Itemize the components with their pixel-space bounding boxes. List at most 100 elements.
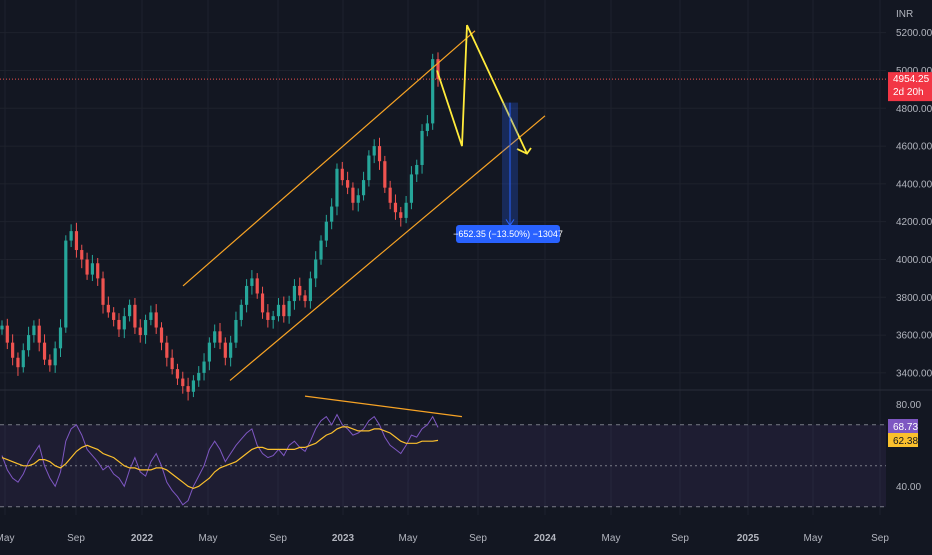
- rsi-tick-label: 40.00: [896, 482, 921, 493]
- candle-body: [213, 331, 217, 343]
- x-tick-label: 2024: [534, 533, 557, 544]
- candle-body: [292, 285, 297, 302]
- candle-body: [388, 187, 392, 203]
- x-tick-label: Sep: [871, 533, 889, 544]
- x-tick-label: May: [399, 533, 418, 544]
- x-tick-label: 2022: [131, 533, 154, 544]
- candle-body: [5, 325, 9, 343]
- candle-body: [298, 285, 302, 296]
- candle-body: [128, 304, 132, 317]
- x-tick-label: May: [0, 533, 14, 544]
- candle-body: [32, 325, 36, 336]
- candle-body: [404, 202, 408, 218]
- rsi-divergence-line: [304, 395, 463, 418]
- rsi-tick-label: 80.00: [896, 400, 921, 411]
- candle-body: [282, 304, 286, 317]
- candle-body: [314, 259, 318, 279]
- candle-body: [154, 312, 158, 328]
- projection-path: [436, 24, 528, 155]
- candle-body: [367, 155, 371, 181]
- last-price-tag-bg: [888, 72, 932, 102]
- rsi-tags: 68.73 62.38: [888, 419, 918, 447]
- y-tick-label: 5200.00: [896, 28, 932, 39]
- candle-body: [133, 304, 137, 328]
- rsi-ma-tag: 62.38: [893, 436, 918, 447]
- candle-body: [377, 146, 382, 162]
- candle-body: [425, 123, 429, 131]
- candle-body: [250, 278, 254, 286]
- candle-body: [42, 342, 47, 360]
- channel-lower: [229, 115, 546, 381]
- y-tick-label: 4400.00: [896, 179, 932, 190]
- candle-body: [287, 301, 291, 317]
- x-tick-label: May: [199, 533, 218, 544]
- candle-body: [159, 327, 164, 343]
- rsi-ma-tag-bg: [888, 433, 918, 447]
- candle-body: [361, 180, 366, 196]
- last-price-tag: 4954.25 2d 20h: [888, 72, 932, 102]
- candle-body: [80, 250, 84, 260]
- candle-body: [229, 342, 233, 358]
- y-tick-label: 4600.00: [896, 142, 932, 153]
- candle-body: [112, 312, 116, 320]
- rsi-band: [0, 424, 886, 507]
- measure-label-text: −652.35 (−13.50%) −13047: [453, 229, 563, 239]
- y-tick-label: 4800.00: [896, 104, 932, 115]
- candle-body: [0, 325, 4, 330]
- candle-body: [149, 312, 153, 320]
- y-tick-label: 5000.00: [896, 66, 932, 77]
- candle-body: [64, 240, 68, 328]
- bar-countdown: 2d 20h: [893, 87, 924, 98]
- candle-body: [143, 319, 148, 336]
- y-tick-label: 4200.00: [896, 217, 932, 228]
- candle-body: [175, 369, 180, 379]
- candle-body: [303, 295, 307, 302]
- projection-arrowhead: [516, 147, 532, 155]
- candle-body: [21, 350, 25, 368]
- candle-body: [255, 278, 259, 294]
- candle-body: [58, 327, 63, 349]
- candle-body: [122, 316, 126, 330]
- measure-label[interactable]: −652.35 (−13.50%) −13047: [453, 225, 563, 243]
- candle-body: [239, 304, 243, 320]
- candle-body: [11, 342, 15, 358]
- candle-body: [431, 59, 435, 124]
- x-tick-label: 2023: [332, 533, 355, 544]
- candle-body: [106, 304, 110, 313]
- x-tick-label: May: [804, 533, 823, 544]
- candle-body: [276, 304, 281, 317]
- candle-body: [37, 325, 41, 343]
- candle-body: [308, 278, 312, 302]
- x-tick-label: Sep: [269, 533, 287, 544]
- rsi-value-tag: 68.73: [893, 422, 918, 433]
- candle-body: [138, 327, 142, 336]
- candle-body: [436, 59, 440, 80]
- candle-body: [335, 168, 339, 207]
- candle-body: [207, 342, 211, 362]
- candle-body: [101, 278, 105, 305]
- candle-body: [85, 259, 89, 275]
- candle-body: [356, 195, 360, 203]
- x-tick-label: Sep: [67, 533, 85, 544]
- candle-body: [324, 221, 328, 241]
- candle-body: [69, 231, 73, 241]
- candle-body: [165, 342, 169, 358]
- candle-body: [330, 206, 334, 222]
- candle-body: [186, 386, 190, 392]
- channel-upper: [182, 30, 476, 287]
- candle-body: [53, 348, 57, 366]
- x-tick-label: Sep: [671, 533, 689, 544]
- y-tick-label: 3600.00: [896, 331, 932, 342]
- price-pane: [0, 24, 888, 401]
- candle-body: [266, 312, 270, 320]
- candle-body: [117, 319, 121, 330]
- currency-label: INR: [896, 9, 913, 20]
- candle-body: [218, 331, 222, 343]
- rsi-value-tag-bg: [888, 419, 918, 433]
- candle-body: [340, 168, 344, 181]
- x-tick-label: May: [602, 533, 621, 544]
- candle-body: [223, 342, 227, 358]
